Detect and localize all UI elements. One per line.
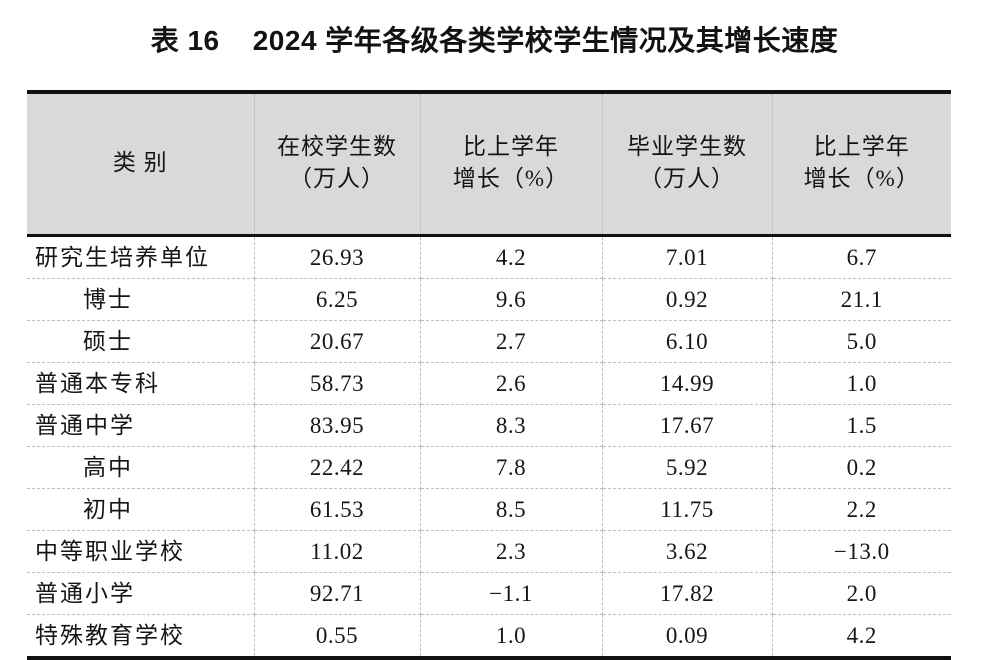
table-row: 普通小学 92.71 −1.1 17.82 2.0 [27,572,951,615]
student-statistics-table: 类 别 在校学生数 （万人） 比上学年 增长（%） 毕业学生数 （万人） 比上学… [27,90,951,660]
cell-grow2: 2.2 [772,488,951,531]
cell-enroll: 61.53 [254,488,421,531]
cell-grow2: 4.2 [846,622,877,648]
cell-enroll: 22.42 [254,446,421,489]
table-row: 特殊教育学校 0.55 1.0 0.09 4.2 [27,614,951,658]
table-row: 普通中学 83.95 8.3 17.67 1.5 [27,404,951,447]
column-header-enrolled-growth: 比上学年 增长（%） [420,92,603,237]
row-label: 博士 [27,278,255,321]
cell-grow2: 21.1 [772,278,951,321]
row-label: 特殊教育学校 [27,614,255,658]
cell-grad: 7.01 [602,235,773,279]
cell-grad: 6.10 [602,320,773,363]
row-label: 初中 [27,488,255,531]
cell-grow2: 1.5 [772,404,951,447]
cell-grow1: −1.1 [420,572,603,615]
cell-grow1: 2.6 [420,362,603,405]
row-label: 普通本专科 [27,362,255,405]
cell-enroll: 11.02 [254,530,421,573]
cell-grow1: 4.2 [420,235,603,279]
cell-grow1: 8.5 [420,488,603,531]
table-row: 研究生培养单位 26.93 4.2 7.01 6.7 [27,235,951,279]
table-row: 中等职业学校 11.02 2.3 3.62 −13.0 [27,530,951,573]
cell-grow2: 0.2 [772,446,951,489]
row-label: 高中 [27,446,255,489]
header-row: 类 别 在校学生数 （万人） 比上学年 增长（%） 毕业学生数 （万人） 比上学… [27,92,951,237]
cell-grow2: 2.0 [772,572,951,615]
table-row: 初中 61.53 8.5 11.75 2.2 [27,488,951,531]
cell-grad: 17.82 [602,572,773,615]
table-row: 高中 22.42 7.8 5.92 0.2 [27,446,951,489]
cell-grow2: 1.0 [772,362,951,405]
column-header-graduates-growth: 比上学年 增长（%） [772,92,951,237]
cell-grow1: 9.6 [420,278,603,321]
table-body: 研究生培养单位 26.93 4.2 7.01 6.7 博士 6.25 9.6 0.92 21.1 硕… [27,235,951,658]
row-label: 普通小学 [27,572,255,615]
column-header-category: 类 别 [27,92,255,237]
cell-grow1: 2.7 [420,320,603,363]
table-row: 硕士 20.67 2.7 6.10 5.0 [27,320,951,363]
cell-grad: 14.99 [602,362,773,405]
table-header: 类 别 在校学生数 （万人） 比上学年 增长（%） 毕业学生数 （万人） 比上学… [27,92,951,237]
table-container: 类 别 在校学生数 （万人） 比上学年 增长（%） 毕业学生数 （万人） 比上学… [27,90,951,660]
cell-grad: 0.09 [602,614,773,658]
cell-grow1: 2.3 [420,530,603,573]
cell-enroll: 20.67 [254,320,421,363]
cell-grow2: 5.0 [772,320,951,363]
column-header-enrolled: 在校学生数 （万人） [254,92,421,237]
cell-grad: 3.62 [602,530,773,573]
cell-grow1: 7.8 [420,446,603,489]
cell-enroll: 83.95 [254,404,421,447]
row-label: 普通中学 [27,404,255,447]
cell-grow2: 6.7 [772,235,951,279]
cell-enroll: 26.93 [254,235,421,279]
column-header-graduates: 毕业学生数 （万人） [602,92,773,237]
cell-enroll: 92.71 [254,572,421,615]
cell-grad: 17.67 [602,404,773,447]
row-label: 中等职业学校 [27,530,255,573]
cell-grow2: −13.0 [772,530,951,573]
table-row: 普通本专科 58.73 2.6 14.99 1.0 [27,362,951,405]
cell-grow1: 1.0 [420,614,603,658]
page-root: 表 16 2024 学年各级各类学校学生情况及其增长速度 类 别 在校学生数 （… [27,25,951,660]
cell-grad: 5.92 [602,446,773,489]
row-label: 研究生培养单位 [27,235,255,279]
cell-enroll: 6.25 [254,278,421,321]
row-label: 硕士 [27,320,255,363]
table-row: 博士 6.25 9.6 0.92 21.1 [27,278,951,321]
cell-grow1: 8.3 [420,404,603,447]
cell-enroll: 0.55 [254,614,421,658]
cell-enroll: 58.73 [254,362,421,405]
page-title: 表 16 2024 学年各级各类学校学生情况及其增长速度 [150,25,839,56]
cell-grad: 0.92 [602,278,773,321]
cell-grad: 11.75 [602,488,773,531]
